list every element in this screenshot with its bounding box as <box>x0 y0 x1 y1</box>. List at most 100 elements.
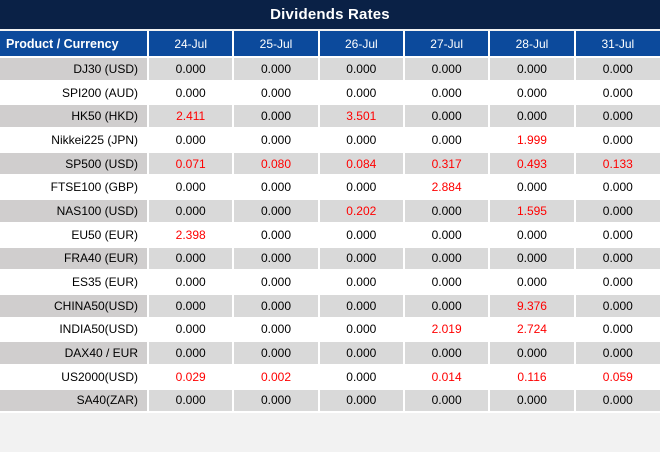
dividend-value-cell: 0.000 <box>318 293 405 319</box>
dividend-value-cell: 2.019 <box>403 317 491 343</box>
product-cell: SA40(ZAR) <box>0 388 149 414</box>
product-cell: DJ30 (USD) <box>0 57 149 82</box>
dividend-value-cell: 0.000 <box>233 317 320 343</box>
dividend-value-cell: 0.000 <box>574 104 660 130</box>
table-row: FTSE100 (GBP) 0.000 0.000 0.000 2.884 0.000 0.… <box>0 175 660 201</box>
column-header-date: 24-Jul <box>148 31 235 58</box>
dividends-table: Product / Currency 24-Jul 25-Jul 26-Jul 27-… <box>0 31 660 414</box>
dividend-value-cell: 0.000 <box>233 388 320 414</box>
dividend-value-cell: 0.029 <box>148 364 235 390</box>
dividend-value-cell: 0.000 <box>233 341 320 366</box>
product-cell: US2000(USD) <box>0 364 149 390</box>
table-row: ES35 (EUR) 0.000 0.000 0.000 0.000 0.000 0.000 <box>0 270 660 295</box>
table-row: DAX40 / EUR 0.000 0.000 0.000 0.000 0.000 0.00… <box>0 341 660 366</box>
dividend-value-cell: 0.002 <box>233 364 320 390</box>
dividend-value-cell: 0.000 <box>233 175 320 201</box>
dividend-value-cell: 0.000 <box>574 80 660 106</box>
dividend-value-cell: 0.000 <box>489 388 576 414</box>
dividend-value-cell: 0.000 <box>574 199 660 224</box>
product-cell: Nikkei225 (JPN) <box>0 128 149 153</box>
dividend-value-cell: 0.000 <box>403 57 491 82</box>
table-header-row: Product / Currency 24-Jul 25-Jul 26-Jul 27-… <box>0 31 660 58</box>
table-row: NAS100 (USD) 0.000 0.000 0.202 0.000 1.595 0.0… <box>0 199 660 224</box>
dividend-value-cell: 0.000 <box>148 317 235 343</box>
dividend-value-cell: 0.000 <box>318 175 405 201</box>
dividend-value-cell: 0.116 <box>489 364 576 390</box>
dividend-value-cell: 0.133 <box>574 151 660 177</box>
dividend-value-cell: 0.000 <box>233 80 320 106</box>
dividend-value-cell: 0.000 <box>318 128 405 153</box>
column-header-date: 31-Jul <box>574 31 660 58</box>
dividend-value-cell: 0.014 <box>403 364 491 390</box>
product-cell: DAX40 / EUR <box>0 341 149 366</box>
table-row: CHINA50(USD) 0.000 0.000 0.000 0.000 9.376 0.0… <box>0 293 660 319</box>
dividend-value-cell: 0.000 <box>574 388 660 414</box>
product-cell: FTSE100 (GBP) <box>0 175 149 201</box>
dividend-value-cell: 0.000 <box>233 270 320 295</box>
dividend-value-cell: 0.000 <box>318 341 405 366</box>
dividend-value-cell: 0.000 <box>318 246 405 272</box>
dividend-value-cell: 0.000 <box>233 293 320 319</box>
dividend-value-cell: 0.000 <box>403 270 491 295</box>
dividend-value-cell: 0.000 <box>233 246 320 272</box>
dividend-value-cell: 0.000 <box>574 57 660 82</box>
dividend-value-cell: 0.071 <box>148 151 235 177</box>
title-bar: Dividends Rates <box>0 0 660 31</box>
dividend-value-cell: 0.000 <box>148 175 235 201</box>
dividend-value-cell: 0.000 <box>233 57 320 82</box>
dividend-value-cell: 0.000 <box>403 341 491 366</box>
table-row: Nikkei225 (JPN) 0.000 0.000 0.000 0.000 1.999… <box>0 128 660 153</box>
table-row: DJ30 (USD) 0.000 0.000 0.000 0.000 0.000 0.000 <box>0 57 660 82</box>
dividend-value-cell: 0.000 <box>489 341 576 366</box>
dividend-value-cell: 0.000 <box>489 57 576 82</box>
product-cell: NAS100 (USD) <box>0 199 149 224</box>
dividend-value-cell: 0.000 <box>148 57 235 82</box>
dividend-value-cell: 0.000 <box>148 341 235 366</box>
dividend-value-cell: 0.000 <box>148 388 235 414</box>
dividend-value-cell: 0.000 <box>403 80 491 106</box>
dividend-value-cell: 0.084 <box>318 151 405 177</box>
dividend-value-cell: 0.000 <box>574 175 660 201</box>
dividend-value-cell: 0.000 <box>233 199 320 224</box>
table-row: INDIA50(USD) 0.000 0.000 0.000 2.019 2.724 0.0… <box>0 317 660 343</box>
dividend-value-cell: 0.000 <box>318 317 405 343</box>
dividend-value-cell: 0.000 <box>574 317 660 343</box>
product-cell: HK50 (HKD) <box>0 104 149 130</box>
product-cell: INDIA50(USD) <box>0 317 149 343</box>
dividend-value-cell: 0.000 <box>318 222 405 248</box>
table-row: FRA40 (EUR) 0.000 0.000 0.000 0.000 0.000 0.00… <box>0 246 660 272</box>
column-header-date: 27-Jul <box>403 31 491 58</box>
dividend-value-cell: 3.501 <box>318 104 405 130</box>
dividend-value-cell: 0.000 <box>148 199 235 224</box>
dividend-value-cell: 0.000 <box>318 364 405 390</box>
dividend-value-cell: 0.000 <box>318 388 405 414</box>
column-header-date: 28-Jul <box>489 31 576 58</box>
product-cell: SPI200 (AUD) <box>0 80 149 106</box>
dividend-value-cell: 0.000 <box>233 104 320 130</box>
dividend-value-cell: 0.059 <box>574 364 660 390</box>
page-title: Dividends Rates <box>270 6 390 23</box>
bottom-strip <box>0 413 660 452</box>
dividend-value-cell: 0.493 <box>489 151 576 177</box>
dividend-value-cell: 0.000 <box>148 246 235 272</box>
dividend-value-cell: 0.000 <box>233 222 320 248</box>
dividend-value-cell: 9.376 <box>489 293 576 319</box>
dividend-value-cell: 2.411 <box>148 104 235 130</box>
dividend-value-cell: 0.202 <box>318 199 405 224</box>
table-row: US2000(USD) 0.029 0.002 0.000 0.014 0.116 0.05… <box>0 364 660 390</box>
dividend-value-cell: 0.000 <box>574 270 660 295</box>
table-row: SA40(ZAR) 0.000 0.000 0.000 0.000 0.000 0.000 <box>0 388 660 414</box>
table-row: SP500 (USD) 0.071 0.080 0.084 0.317 0.493 0.13… <box>0 151 660 177</box>
dividend-value-cell: 0.000 <box>574 293 660 319</box>
dividend-value-cell: 0.000 <box>403 388 491 414</box>
product-cell: ES35 (EUR) <box>0 270 149 295</box>
column-header-date: 26-Jul <box>318 31 405 58</box>
dividend-value-cell: 0.000 <box>403 128 491 153</box>
dividend-value-cell: 0.000 <box>489 80 576 106</box>
dividend-value-cell: 0.000 <box>489 104 576 130</box>
dividend-value-cell: 0.000 <box>574 341 660 366</box>
dividend-value-cell: 0.000 <box>489 222 576 248</box>
dividend-value-cell: 0.000 <box>403 293 491 319</box>
dividend-value-cell: 0.000 <box>489 246 576 272</box>
dividend-value-cell: 0.000 <box>574 246 660 272</box>
